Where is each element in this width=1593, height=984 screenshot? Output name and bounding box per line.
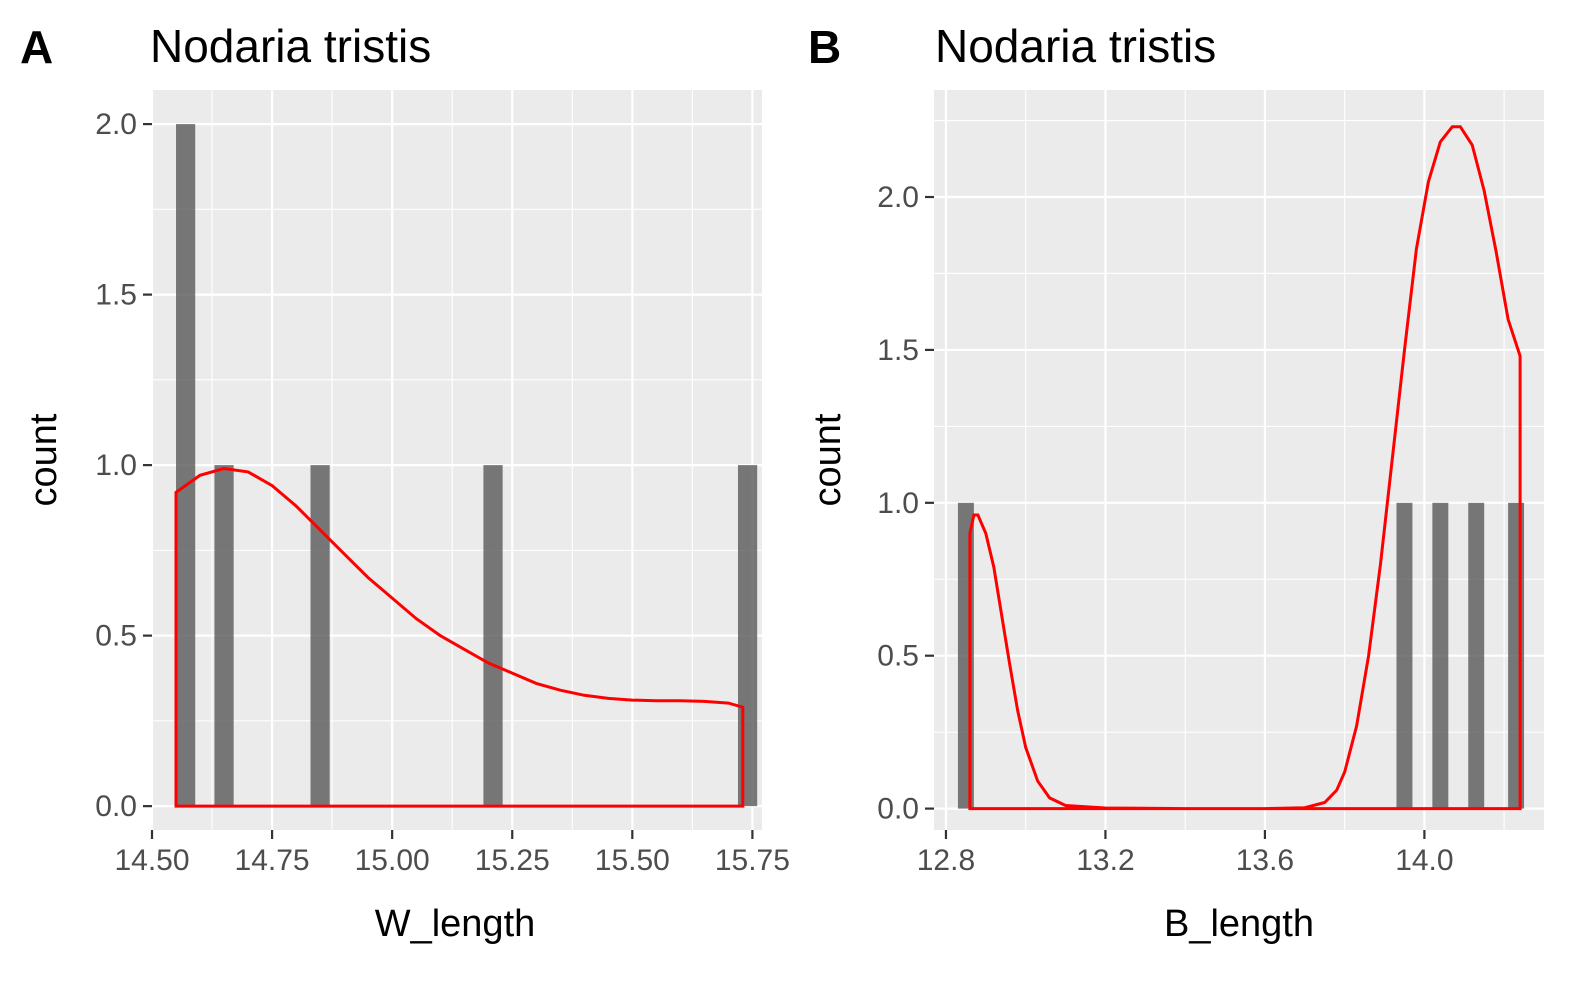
panel-a-y-axis-title: count xyxy=(23,413,65,506)
panel-a-grid xyxy=(150,90,762,830)
panel-a-axes: 14.50 14.75 15.00 15.25 15.50 15.75 0.0 0.5 1.0 1… xyxy=(95,108,790,877)
panel-a-x-tick-label: 15.25 xyxy=(475,844,550,877)
panel-b-x-tick-label: 14.0 xyxy=(1395,844,1453,877)
panel-b-histogram-bar xyxy=(957,502,974,809)
panel-b-y-tick-label: 1.5 xyxy=(877,334,919,367)
panel-b-axes: 12.8 13.2 13.6 14.0 0.0 0.5 1.0 1.5 2.0 xyxy=(877,181,1453,877)
panel-a-histogram-bar xyxy=(737,465,758,807)
panel-b-bars xyxy=(957,502,1525,809)
panel-a-histogram-bar xyxy=(214,465,234,807)
panel-b-histogram-bar xyxy=(1432,502,1449,809)
panel-a-y-tick-label: 2.0 xyxy=(95,108,137,141)
panel-a-histogram-bar xyxy=(483,465,503,807)
panel-a-y-tick-label: 0.5 xyxy=(95,620,137,653)
panel-b: B Nodaria tristis 12.8 13.2 13.6 14.0 0.0 0.5… xyxy=(807,20,1544,945)
panel-b-x-tick-label: 13.6 xyxy=(1236,844,1294,877)
panel-a-histogram-bar xyxy=(176,124,196,807)
panel-b-y-tick-label: 2.0 xyxy=(877,181,919,214)
panel-a-x-tick-label: 15.75 xyxy=(715,844,790,877)
panel-a-title: Nodaria tristis xyxy=(150,20,431,72)
panel-b-title: Nodaria tristis xyxy=(935,20,1216,72)
panel-b-density-curve xyxy=(968,125,1522,811)
panel-b-letter: B xyxy=(808,21,841,73)
panel-b-y-tick-label: 1.0 xyxy=(877,487,919,520)
panel-b-histogram-bar xyxy=(1468,502,1485,809)
panel-a-y-tick-label: 0.0 xyxy=(95,790,137,823)
panel-b-x-tick-label: 12.8 xyxy=(917,844,975,877)
panel-a-density-curve xyxy=(174,466,745,808)
panel-b-y-axis-title: count xyxy=(807,413,849,506)
panel-a-y-tick-label: 1.0 xyxy=(95,449,137,482)
panel-a-letter: A xyxy=(20,21,53,73)
panel-a-x-tick-label: 15.00 xyxy=(355,844,430,877)
panel-a-x-tick-label: 14.75 xyxy=(235,844,310,877)
panel-b-y-tick-label: 0.0 xyxy=(877,793,919,826)
panel-a-x-tick-label: 15.50 xyxy=(595,844,670,877)
panel-b-histogram-bar xyxy=(1396,502,1413,809)
panel-a-y-tick-label: 1.5 xyxy=(95,279,137,312)
panel-a-x-axis-title: W_length xyxy=(375,903,536,945)
panel-a-plot-area xyxy=(152,90,762,830)
panel-a-histogram-bar xyxy=(310,465,330,807)
panel-b-histogram-bar xyxy=(1508,502,1525,809)
panel-b-x-axis-title: B_length xyxy=(1164,903,1314,945)
panel-a: A Nodaria tristis 14.50 14.75 15.00 15.25 15… xyxy=(20,20,790,945)
panel-a-bars xyxy=(176,124,758,807)
panel-b-y-tick-label: 0.5 xyxy=(877,640,919,673)
panel-a-x-tick-label: 14.50 xyxy=(114,844,189,877)
panel-b-x-tick-label: 13.2 xyxy=(1076,844,1134,877)
